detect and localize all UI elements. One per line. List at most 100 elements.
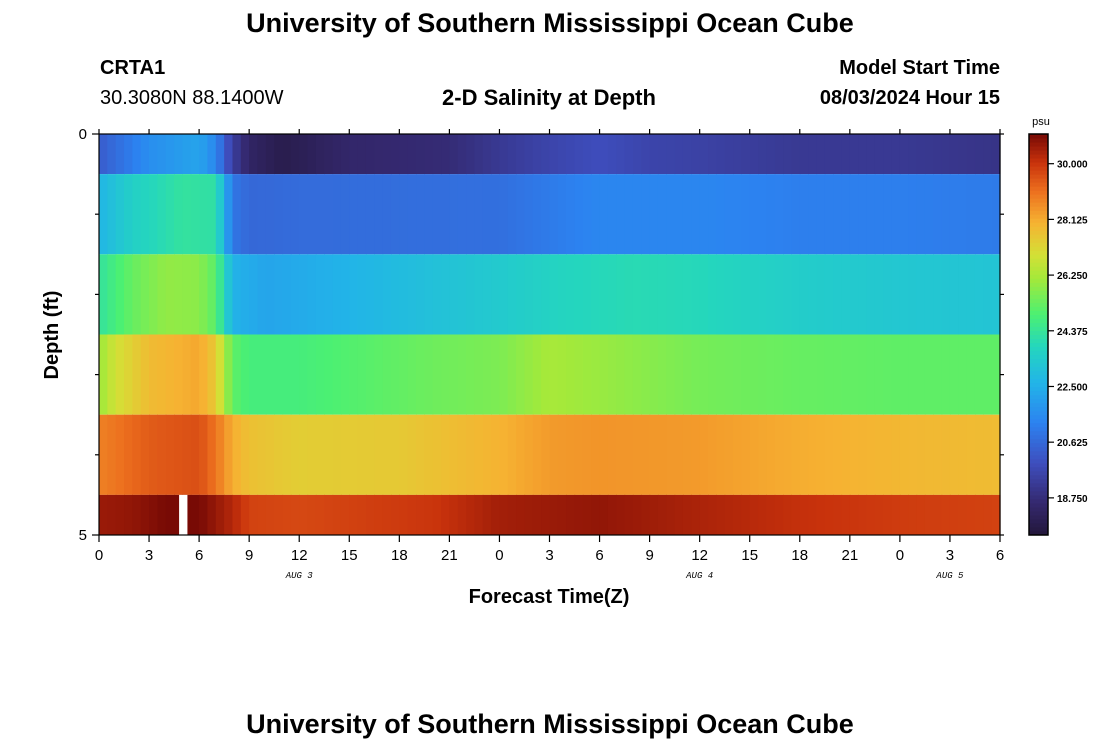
heatmap-cell [524,334,534,415]
heatmap-cell [140,134,150,175]
colorbar-segment [1029,390,1048,396]
heatmap-cell [374,334,384,415]
x-tick-label: 18 [791,547,808,564]
heatmap-cell [749,494,759,535]
heatmap-cell [140,334,150,415]
heatmap-cell [390,134,400,175]
colorbar-unit: psu [1032,116,1050,128]
heatmap-cell [207,334,217,415]
heatmap-cell [207,414,217,495]
colorbar-segment [1029,450,1048,456]
heatmap-cell [174,414,184,495]
heatmap-cell [749,134,759,175]
heatmap-cell [407,414,417,495]
heatmap-cell [649,134,659,175]
heatmap-cell [682,334,692,415]
heatmap-cell [165,414,175,495]
heatmap-cell [774,174,784,255]
heatmap-cell [315,174,325,255]
heatmap-cell [574,414,584,495]
heatmap-cell [816,334,826,415]
heatmap-cell [866,494,876,535]
heatmap-cell [766,414,776,495]
heatmap-cell [949,494,959,535]
colorbar-segment [1029,250,1048,255]
heatmap-cell [949,254,959,335]
heatmap-cell [883,174,893,255]
heatmap-cell [132,134,142,175]
heatmap-cell [774,334,784,415]
heatmap-cell [149,254,158,335]
colorbar-segment [1029,170,1048,175]
heatmap-cell [557,174,567,255]
colorbar-tick-label: 22.500 [1057,382,1088,393]
y-tick-label: 5 [79,527,87,544]
heatmap-cell [607,174,617,255]
heatmap-cell [416,134,425,175]
heatmap-cell [983,334,993,415]
heatmap-cell [174,494,184,535]
colorbar-segment [1029,478,1048,484]
colorbar-segment [1029,146,1048,151]
colorbar-segment [1029,338,1048,344]
heatmap-cell [290,414,300,495]
heatmap-cell [491,334,501,415]
heatmap-cell [808,134,818,175]
heatmap-cell [624,494,634,535]
heatmap-cell [349,334,359,415]
station-id: CRTA1 [100,57,166,79]
heatmap-cell [390,254,400,335]
heatmap-cell [299,134,309,175]
heatmap-cell [924,414,934,495]
heatmap-cell [716,334,726,415]
heatmap-cell [632,134,642,175]
heatmap-cell [299,334,309,415]
heatmap-cell [799,134,809,175]
heatmap-cell [632,254,642,335]
heatmap-cell [849,494,859,535]
heatmap-cell [541,334,551,415]
heatmap-cell [799,414,809,495]
heatmap-cell [616,254,626,335]
heatmap-cell [858,494,868,535]
colorbar-segment [1029,134,1048,139]
heatmap-cell [708,414,717,495]
colorbar-segment [1029,234,1048,239]
colorbar-segment [1029,410,1048,416]
heatmap-cell [808,174,818,255]
heatmap-cell [949,174,959,255]
heatmap-cell [816,134,826,175]
heatmap-cell [257,174,267,255]
heatmap-cell [657,414,667,495]
heatmap-cell [616,134,626,175]
heatmap-cell [849,134,859,175]
heatmap-cell [124,334,133,415]
heatmap-cell [974,334,984,415]
heatmap-cell [182,334,192,415]
heatmap-cell [874,134,884,175]
heatmap-cell [474,334,484,415]
heatmap-cell [958,334,968,415]
heatmap-cell [816,414,826,495]
colorbar-segment [1029,278,1048,283]
heatmap-cell [340,334,350,415]
y-axis-title: Depth (ft) [41,291,63,380]
heatmap-cell [774,134,784,175]
heatmap-cell [791,334,801,415]
heatmap-cell [816,174,826,255]
heatmap-cell [441,494,450,535]
heatmap-cell [933,174,943,255]
heatmap-cell [516,494,526,535]
heatmap-cell [324,494,334,535]
colorbar-segment [1029,262,1048,267]
heatmap-cell [190,254,200,335]
heatmap-cell [557,494,567,535]
heatmap-cell [516,174,526,255]
heatmap-cell [549,134,559,175]
heatmap-cell [657,174,667,255]
heatmap-cell [407,134,417,175]
heatmap-cell [199,334,209,415]
heatmap-cell [824,134,834,175]
heatmap-cell [324,254,334,335]
heatmap-cell [416,494,425,535]
